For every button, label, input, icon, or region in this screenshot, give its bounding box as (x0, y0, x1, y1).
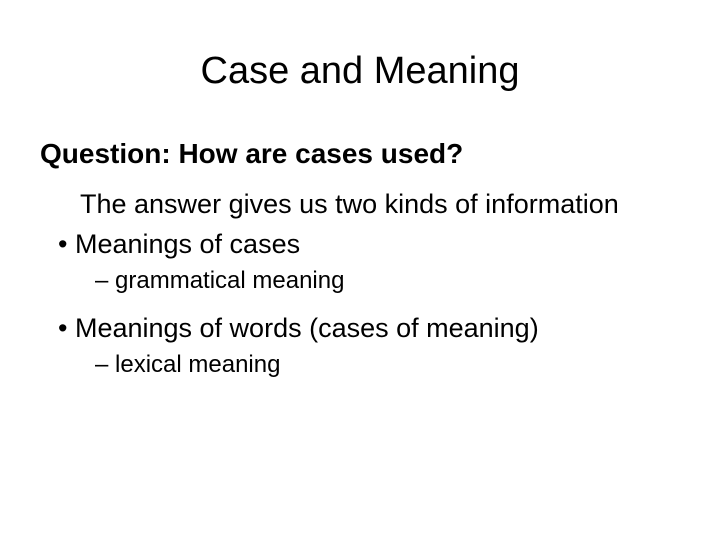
slide-subtitle: Question: How are cases used? (40, 138, 680, 170)
sub-bullet-item: grammatical meaning (95, 266, 680, 296)
slide-title: Case and Meaning (40, 50, 680, 93)
bullet-item: Meanings of cases (58, 228, 680, 262)
sub-bullet-item: lexical meaning (95, 350, 680, 380)
bullet-item: Meanings of words (cases of meaning) (58, 312, 680, 346)
intro-text: The answer gives us two kinds of informa… (80, 188, 680, 220)
